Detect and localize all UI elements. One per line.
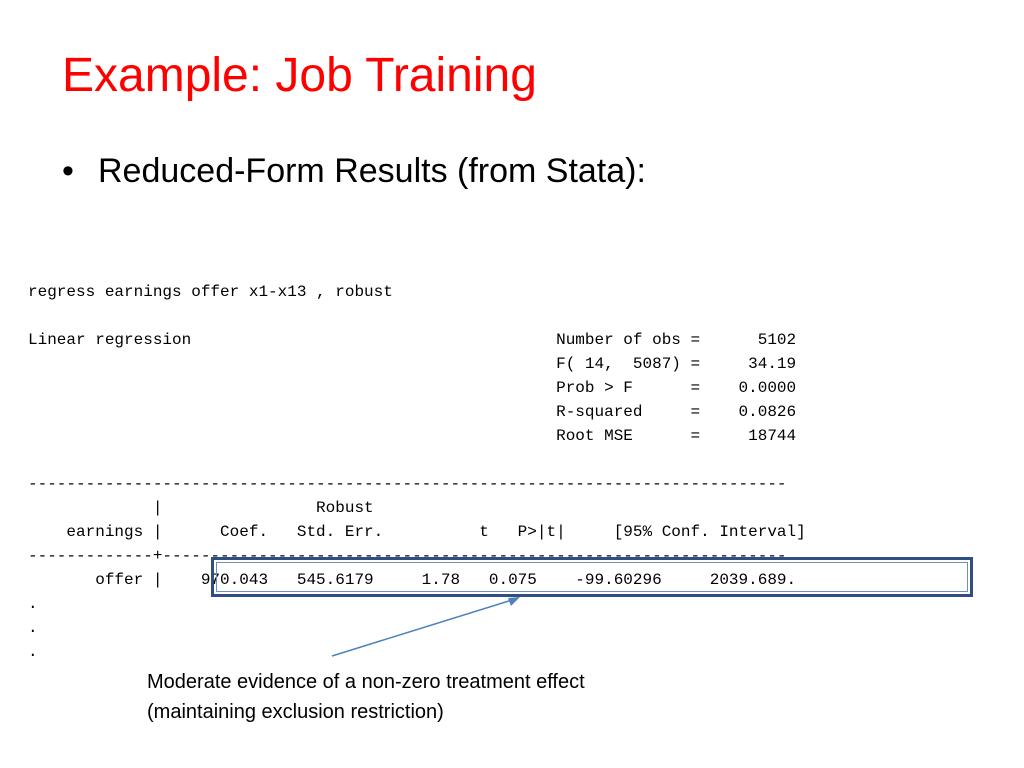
annotation-line-2: (maintaining exclusion restriction) [147,701,444,723]
stata-stat-3: Prob > F = 0.0000 [28,379,797,397]
stata-table-rule: ----------------------------------------… [28,475,787,493]
annotation-note: Moderate evidence of a non-zero treatmen… [147,667,585,727]
stata-ellipsis-dot: . [28,595,38,613]
bullet-icon: • [62,152,74,190]
bullet-text: Reduced-Form Results (from Stata): [98,152,646,190]
stata-stat-2: F( 14, 5087) = 34.19 [28,355,797,373]
arrow-line [331,599,513,657]
stata-ellipsis-dot: . [28,643,38,661]
bullet-item: • Reduced-Form Results (from Stata): [62,148,646,194]
stata-command: regress earnings offer x1-x13 , robust [28,283,393,301]
highlight-box [211,557,973,597]
slide-title: Example: Job Training [62,49,537,102]
stata-column-headers: earnings | Coef. Std. Err. t P>|t| [95% … [28,523,806,541]
stata-separator-rule: -------------+--------------------------… [28,547,787,565]
stata-stat-5: Root MSE = 18744 [28,427,797,445]
annotation-line-1: Moderate evidence of a non-zero treatmen… [147,671,585,693]
stata-offer-row: offer | 970.043 545.6179 1.78 0.075 -99.… [28,571,797,589]
arrow-head-icon [508,597,520,606]
stata-header-stat-1: Linear regression Number of obs = 5102 [28,331,797,349]
stata-stat-4: R-squared = 0.0826 [28,403,797,421]
stata-output: regress earnings offer x1-x13 , robust L… [28,280,806,664]
stata-robust-header: | Robust [28,499,374,517]
stata-ellipsis-dot: . [28,619,38,637]
